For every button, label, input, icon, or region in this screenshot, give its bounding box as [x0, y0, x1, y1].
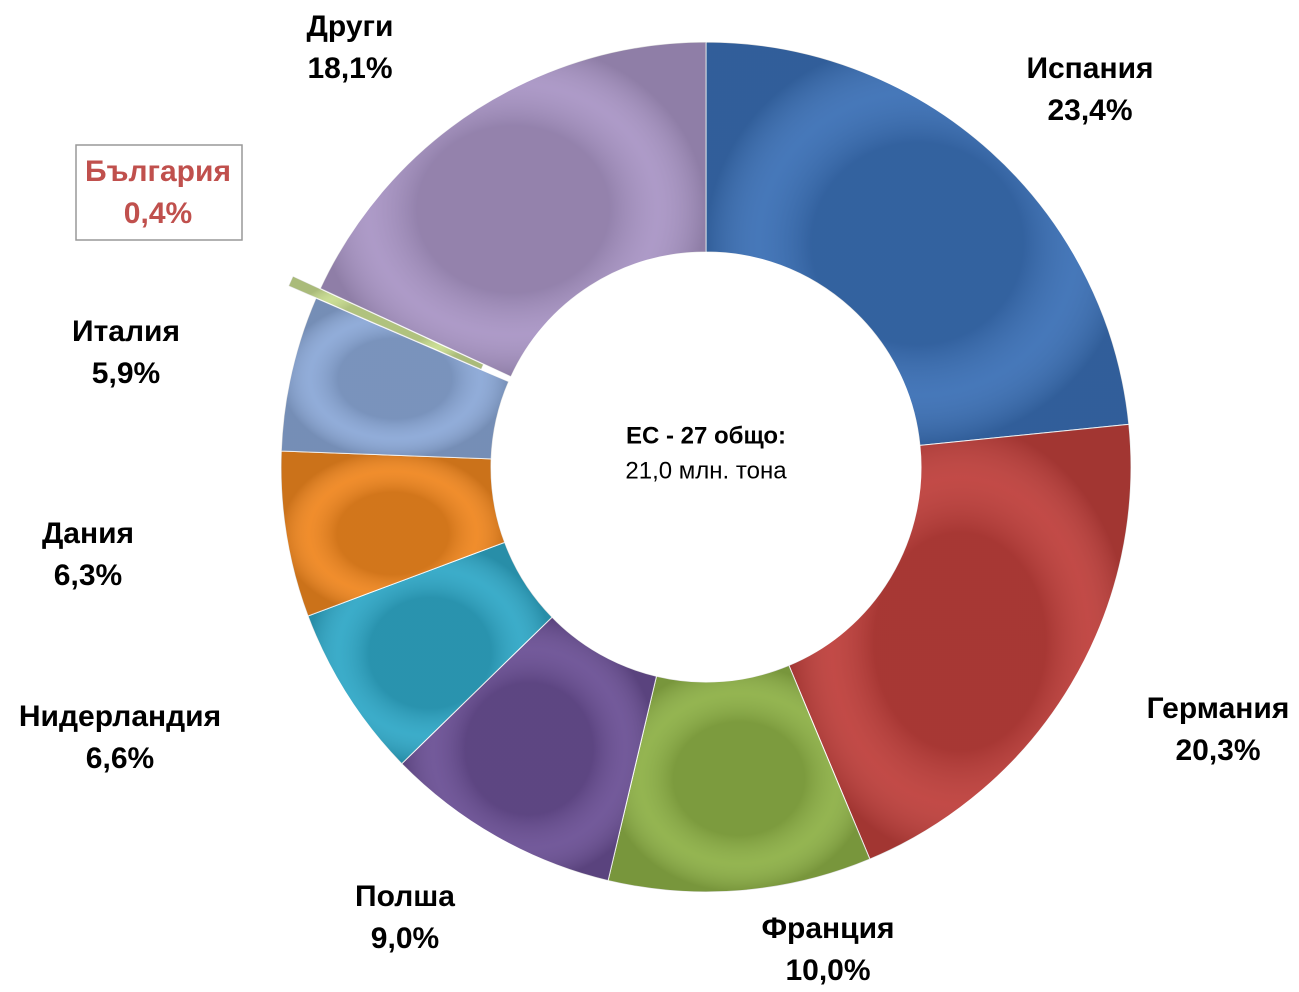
value-label: 6,6% — [86, 742, 154, 775]
slice-label: Италия — [72, 315, 180, 348]
value-label: 10,0% — [785, 954, 870, 987]
slice-label: България — [85, 155, 231, 188]
value-label: 20,3% — [1175, 734, 1260, 767]
value-label: 18,1% — [307, 52, 392, 85]
value-label: 9,0% — [371, 922, 439, 955]
value-label: 23,4% — [1047, 94, 1132, 127]
value-label: 0,4% — [124, 197, 192, 230]
slice-label: Германия — [1147, 692, 1290, 725]
slice-label: Полша — [355, 880, 455, 913]
value-label: 5,9% — [92, 357, 160, 390]
slice-label: Франция — [761, 912, 894, 945]
slice-label: Други — [307, 10, 394, 43]
value-label: 6,3% — [54, 559, 122, 592]
slice-label: Дания — [42, 517, 134, 550]
highlight-box — [75, 144, 243, 241]
slice-label: Нидерландия — [19, 700, 221, 733]
slice-label: Испания — [1026, 52, 1153, 85]
center-subtitle: 21,0 млн. тона — [625, 457, 787, 484]
center-title: ЕС - 27 общо: — [626, 422, 786, 449]
